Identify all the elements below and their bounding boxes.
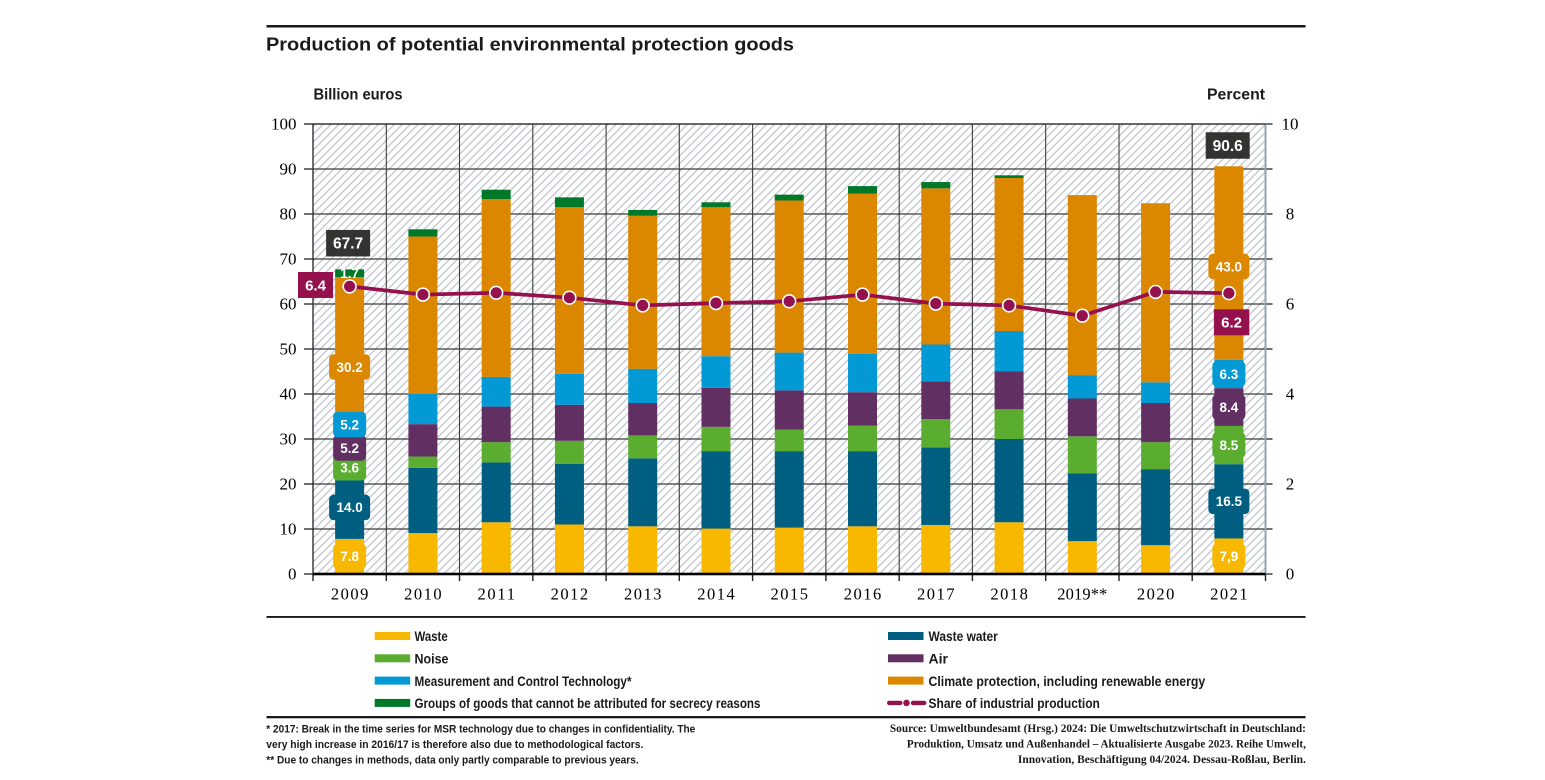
- svg-text:2013: 2013: [624, 585, 662, 604]
- svg-text:2021: 2021: [1210, 585, 1248, 604]
- svg-text:Source: Umweltbundesamt (Hrsg.: Source: Umweltbundesamt (Hrsg.) 2024: Di…: [890, 723, 1306, 735]
- svg-text:* 2017: Break in the time seri: * 2017: Break in the time series for MSR…: [266, 724, 695, 736]
- svg-text:2010: 2010: [404, 585, 442, 604]
- svg-text:Innovation, Beschäftigung 04/2: Innovation, Beschäftigung 04/2024. Dessa…: [1018, 754, 1306, 766]
- svg-text:3.6: 3.6: [340, 461, 359, 476]
- svg-text:8.5: 8.5: [1220, 438, 1239, 453]
- svg-text:Climate protection, including: Climate protection, including renewable …: [929, 673, 1206, 689]
- svg-text:67.7: 67.7: [333, 236, 363, 253]
- svg-text:2: 2: [1286, 475, 1295, 494]
- svg-text:Percent: Percent: [1207, 87, 1265, 104]
- svg-text:20: 20: [280, 475, 297, 494]
- svg-text:30.2: 30.2: [336, 360, 362, 375]
- svg-text:5.2: 5.2: [340, 441, 359, 456]
- svg-text:14.0: 14.0: [336, 500, 362, 515]
- svg-text:43.0: 43.0: [1216, 259, 1242, 274]
- svg-text:6: 6: [1286, 295, 1295, 314]
- svg-text:90: 90: [280, 160, 297, 179]
- svg-text:Share of industrial production: Share of industrial production: [929, 695, 1100, 711]
- svg-text:Production of potential enviro: Production of potential environmental pr…: [266, 34, 794, 55]
- svg-text:0: 0: [1286, 565, 1295, 584]
- svg-text:Billion euros: Billion euros: [314, 87, 403, 104]
- svg-text:5.2: 5.2: [340, 417, 359, 432]
- svg-text:80: 80: [280, 205, 297, 224]
- svg-text:10: 10: [280, 520, 297, 539]
- svg-text:6.2: 6.2: [1221, 315, 1242, 332]
- svg-text:1.7: 1.7: [340, 266, 359, 281]
- svg-text:30: 30: [280, 430, 297, 449]
- svg-text:Groups of goods that cannot be: Groups of goods that cannot be attribute…: [415, 695, 761, 711]
- svg-text:2019**: 2019**: [1057, 585, 1107, 604]
- svg-text:2018: 2018: [990, 585, 1028, 604]
- svg-text:Noise: Noise: [415, 651, 449, 667]
- svg-text:0: 0: [288, 565, 297, 584]
- svg-text:Waste: Waste: [415, 628, 448, 644]
- svg-text:** Due to changes in methods,: ** Due to changes in methods, data only …: [266, 755, 638, 767]
- svg-text:2016: 2016: [844, 585, 882, 604]
- svg-text:Air: Air: [929, 651, 949, 667]
- svg-text:2014: 2014: [697, 585, 735, 604]
- svg-text:4: 4: [1286, 385, 1295, 404]
- svg-text:Produktion, Umsatz und Außenha: Produktion, Umsatz und Außenhandel – Akt…: [907, 739, 1306, 751]
- svg-text:90.6: 90.6: [1213, 138, 1244, 155]
- svg-text:8: 8: [1286, 205, 1295, 224]
- svg-text:8.4: 8.4: [1220, 400, 1239, 415]
- svg-text:6.3: 6.3: [1220, 367, 1239, 382]
- svg-text:60: 60: [280, 295, 297, 314]
- svg-text:100: 100: [271, 115, 297, 134]
- svg-text:2015: 2015: [770, 585, 808, 604]
- svg-text:10: 10: [1282, 115, 1299, 134]
- svg-text:7.8: 7.8: [340, 549, 359, 564]
- svg-text:Measurement and Control Techno: Measurement and Control Technology*: [415, 673, 632, 689]
- svg-text:2017: 2017: [917, 585, 955, 604]
- svg-text:40: 40: [280, 385, 297, 404]
- svg-text:2012: 2012: [551, 585, 589, 604]
- svg-text:very high increase in 2016/17: very high increase in 2016/17 is therefo…: [266, 739, 643, 751]
- svg-text:Waste water: Waste water: [929, 628, 999, 644]
- svg-text:50: 50: [280, 340, 297, 359]
- svg-text:70: 70: [280, 250, 297, 269]
- svg-text:16.5: 16.5: [1216, 494, 1243, 509]
- svg-text:2009: 2009: [331, 585, 369, 604]
- svg-text:7,9: 7,9: [1220, 549, 1239, 564]
- svg-text:2020: 2020: [1137, 585, 1175, 604]
- svg-text:6.4: 6.4: [305, 277, 327, 294]
